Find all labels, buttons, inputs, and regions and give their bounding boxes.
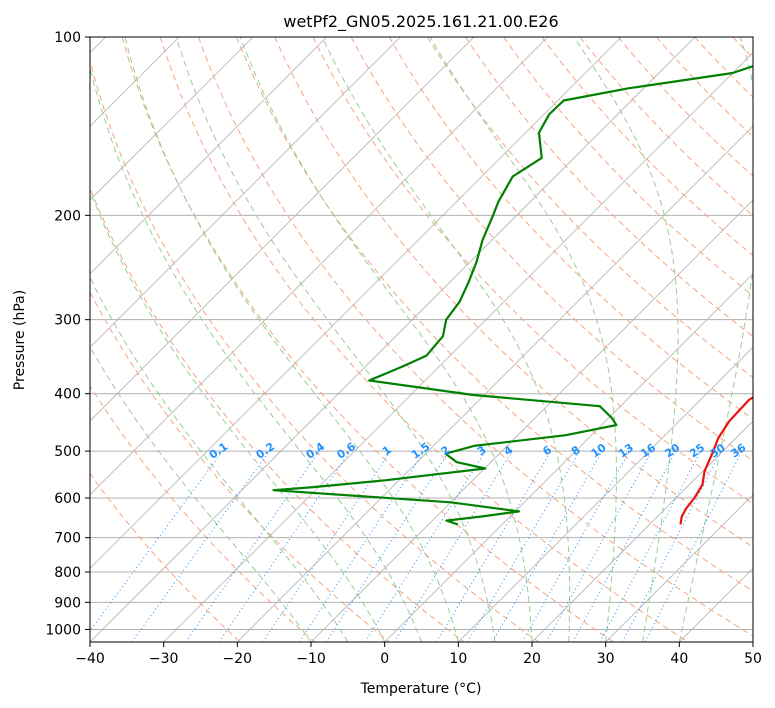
x-tick-label: 0	[380, 651, 389, 667]
isotherm-line	[90, 37, 548, 496]
y-tick-label: 300	[54, 313, 81, 329]
isotherm-line	[310, 199, 753, 642]
moist-adiabat-line	[678, 37, 753, 642]
dry-adiabat-line	[350, 37, 753, 462]
isotherm-line	[90, 37, 475, 422]
y-tick-label: 400	[54, 387, 81, 403]
dry-adiabat-line	[388, 37, 753, 420]
moist-adiabat-line	[175, 37, 496, 642]
x-tick-label: 20	[523, 651, 541, 667]
y-tick-label: 200	[54, 208, 81, 224]
x-tick-label: −30	[149, 651, 179, 667]
mixing-ratio-line	[521, 450, 630, 642]
x-tick-label: −10	[296, 651, 326, 667]
plot-area: 0.1 0.2 0.4 0.6 1 1.5 2 3 4 6 8 10 13 16 20 25 30 36	[90, 37, 753, 642]
isotherm-line	[90, 37, 401, 348]
dry-adiabat-line	[236, 37, 753, 592]
mixing-ratio-line	[218, 450, 351, 642]
dry-adiabat-line	[541, 37, 753, 257]
x-tick-label: 40	[670, 651, 688, 667]
moist-adiabat-line	[429, 37, 617, 642]
dry-adiabat-line	[465, 37, 753, 337]
sounding-series	[272, 64, 753, 526]
mixing-ratio-line	[467, 450, 580, 642]
skewed-isotherms	[90, 37, 753, 642]
x-tick-label: 30	[597, 651, 615, 667]
dry-adiabat-line	[90, 291, 390, 642]
dry-adiabat-line	[579, 37, 753, 217]
x-axis-label: Temperature (°C)	[360, 681, 482, 697]
y-tick-label: 1000	[45, 622, 81, 638]
isotherm-line	[458, 346, 753, 642]
dry-adiabat-line	[90, 59, 540, 642]
dry-adiabats	[90, 37, 753, 642]
isotherm-line	[605, 494, 753, 642]
dewpoint-profile-line	[272, 64, 753, 526]
isotherm-line	[384, 273, 753, 642]
isotherm-line	[237, 125, 753, 642]
y-tick-label: 100	[54, 30, 81, 46]
dry-adiabat-line	[426, 37, 753, 378]
mixing-ratio-lines	[90, 450, 743, 642]
temperature-profile-line	[679, 396, 753, 525]
moist-adiabat-line	[573, 37, 679, 642]
isotherm-line	[90, 37, 254, 201]
mixing-ratio-line	[393, 450, 513, 642]
y-tick-label: 600	[54, 491, 81, 507]
x-axis-ticks: −40 −30 −20 −10 0 10 20 30 40 50	[75, 642, 762, 667]
mixing-ratio-line	[364, 450, 486, 642]
moist-adiabat-line	[90, 276, 349, 642]
chart-title: wetPf2_GN05.2025.161.21.00.E26	[283, 12, 558, 32]
moist-adiabat-line	[90, 189, 386, 642]
dry-adiabat-line	[159, 37, 689, 642]
dry-adiabat-line	[90, 186, 465, 642]
mixing-ratio-line	[185, 450, 320, 642]
plot-frame	[89, 36, 754, 643]
dry-adiabat-line	[121, 37, 614, 642]
moist-adiabat-line	[124, 37, 459, 642]
mixing-ratio-line	[545, 450, 653, 642]
x-tick-label: −20	[223, 651, 253, 667]
dry-adiabat-line	[274, 37, 753, 548]
isotherm-line	[90, 37, 622, 569]
moist-adiabat-line	[90, 66, 422, 642]
mixing-ratio-line	[572, 450, 677, 642]
mixing-ratio-line	[491, 450, 603, 642]
y-tick-label: 800	[54, 565, 81, 581]
y-axis-ticks: 100 200 300 400 500 600 700 800 900 1000	[45, 30, 90, 638]
dry-adiabat-line	[198, 37, 753, 637]
x-tick-label: −40	[75, 651, 105, 667]
isotherm-line	[163, 52, 753, 642]
moist-adiabat-line	[239, 37, 533, 642]
y-tick-label: 700	[54, 531, 81, 547]
isotherm-line	[90, 37, 696, 642]
x-tick-label: 10	[449, 651, 467, 667]
isotherm-line	[90, 37, 327, 275]
isotherm-line	[531, 420, 753, 642]
x-tick-label: 50	[744, 651, 762, 667]
y-tick-label: 500	[54, 444, 81, 460]
dry-adiabat-line	[312, 37, 753, 505]
moist-adiabat-line	[90, 346, 312, 642]
y-tick-label: 900	[54, 595, 81, 611]
y-axis-label: Pressure (hPa)	[12, 290, 28, 390]
